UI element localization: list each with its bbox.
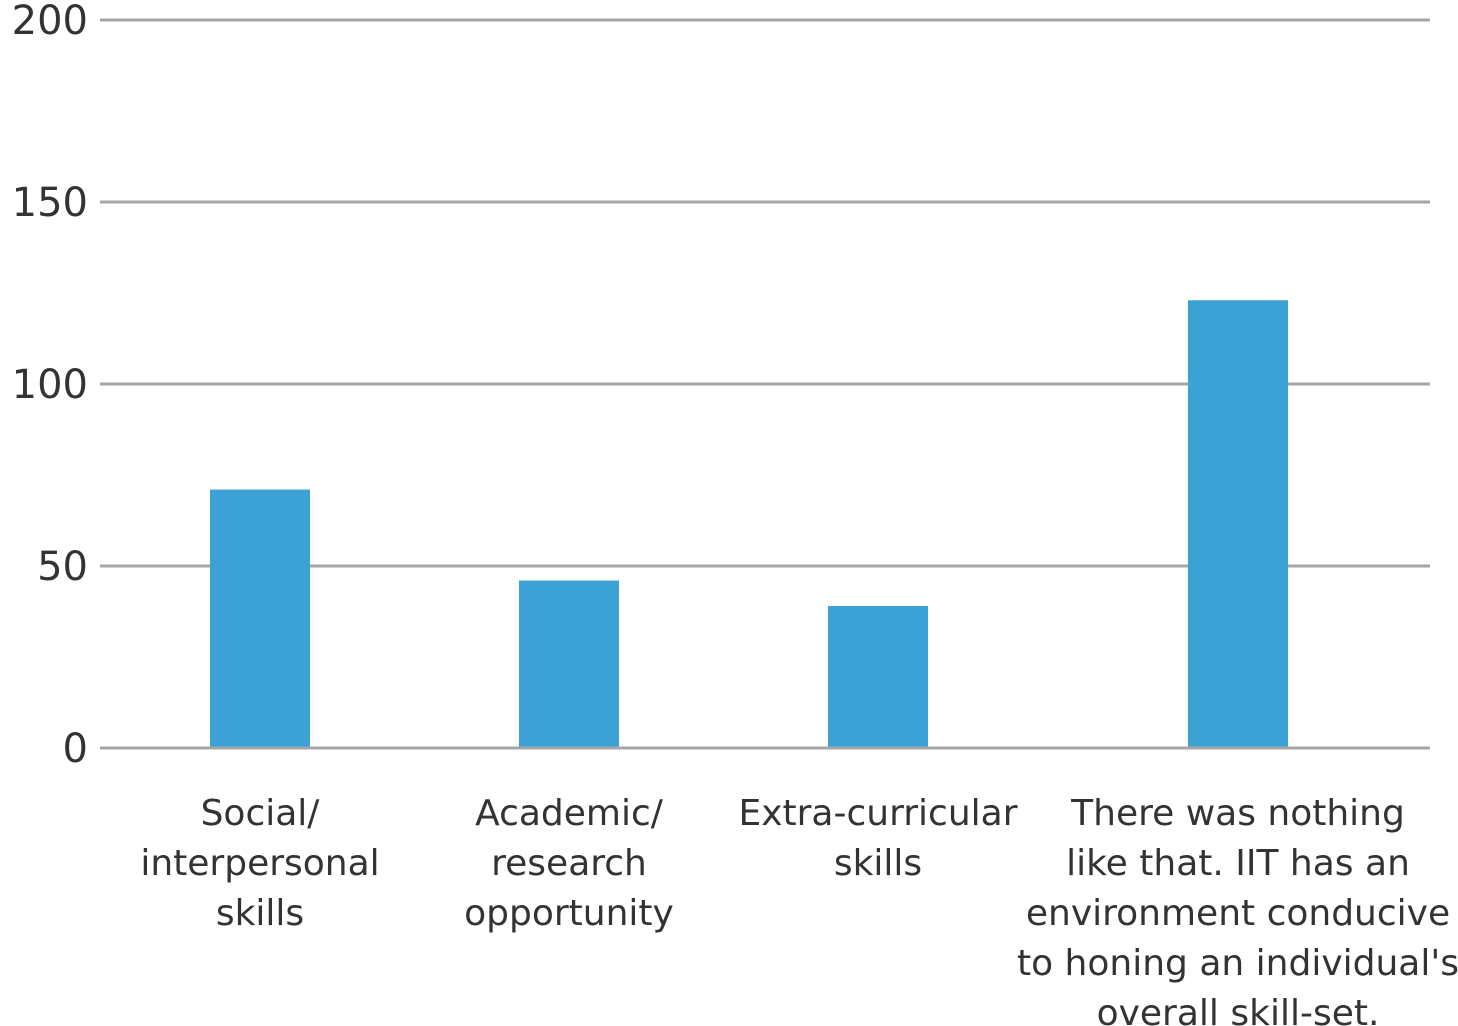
x-category-label-line: Extra-curricular (738, 793, 1017, 834)
bar-2 (519, 580, 619, 748)
y-tick-label: 200 (12, 0, 88, 44)
y-tick-label: 100 (12, 362, 88, 408)
x-category-label-line: Academic/ (475, 793, 664, 834)
bar-3 (828, 606, 928, 748)
x-category-label-line: like that. IIT has an (1066, 843, 1410, 884)
x-category-label-line: There was nothing (1070, 793, 1405, 834)
bars (100, 300, 1430, 750)
x-category-label-line: overall skill-set. (1097, 993, 1380, 1026)
y-tick-label: 150 (12, 180, 88, 226)
bar-1 (210, 489, 310, 748)
x-category-label-4: There was nothing like that. IIT has an en… (1017, 793, 1458, 1026)
x-category-label-line: opportunity (464, 893, 674, 934)
x-category-label-line: Social/ (201, 793, 321, 834)
x-category-label-1: Social/interpersonal skills (140, 793, 379, 934)
bar-4 (1188, 300, 1288, 748)
y-tick-label: 0 (63, 726, 88, 772)
x-category-label-line: to honing an individual's (1017, 943, 1458, 984)
x-axis-category-labels: Social/interpersonal skills Academic/resea… (140, 793, 1458, 1026)
x-category-label-2: Academic/research opportunity (464, 793, 674, 934)
x-category-label-line: research (491, 843, 647, 884)
x-category-label-line: skills (834, 843, 922, 884)
x-category-label-3: Extra-curricular skills (738, 793, 1017, 884)
x-category-label-line: environment conducive (1026, 893, 1450, 934)
x-category-label-line: skills (216, 893, 304, 934)
x-category-label-line: interpersonal (140, 843, 379, 884)
y-tick-label: 50 (37, 544, 88, 590)
y-axis-tick-labels: 0 50 100 150 200 (12, 0, 88, 772)
